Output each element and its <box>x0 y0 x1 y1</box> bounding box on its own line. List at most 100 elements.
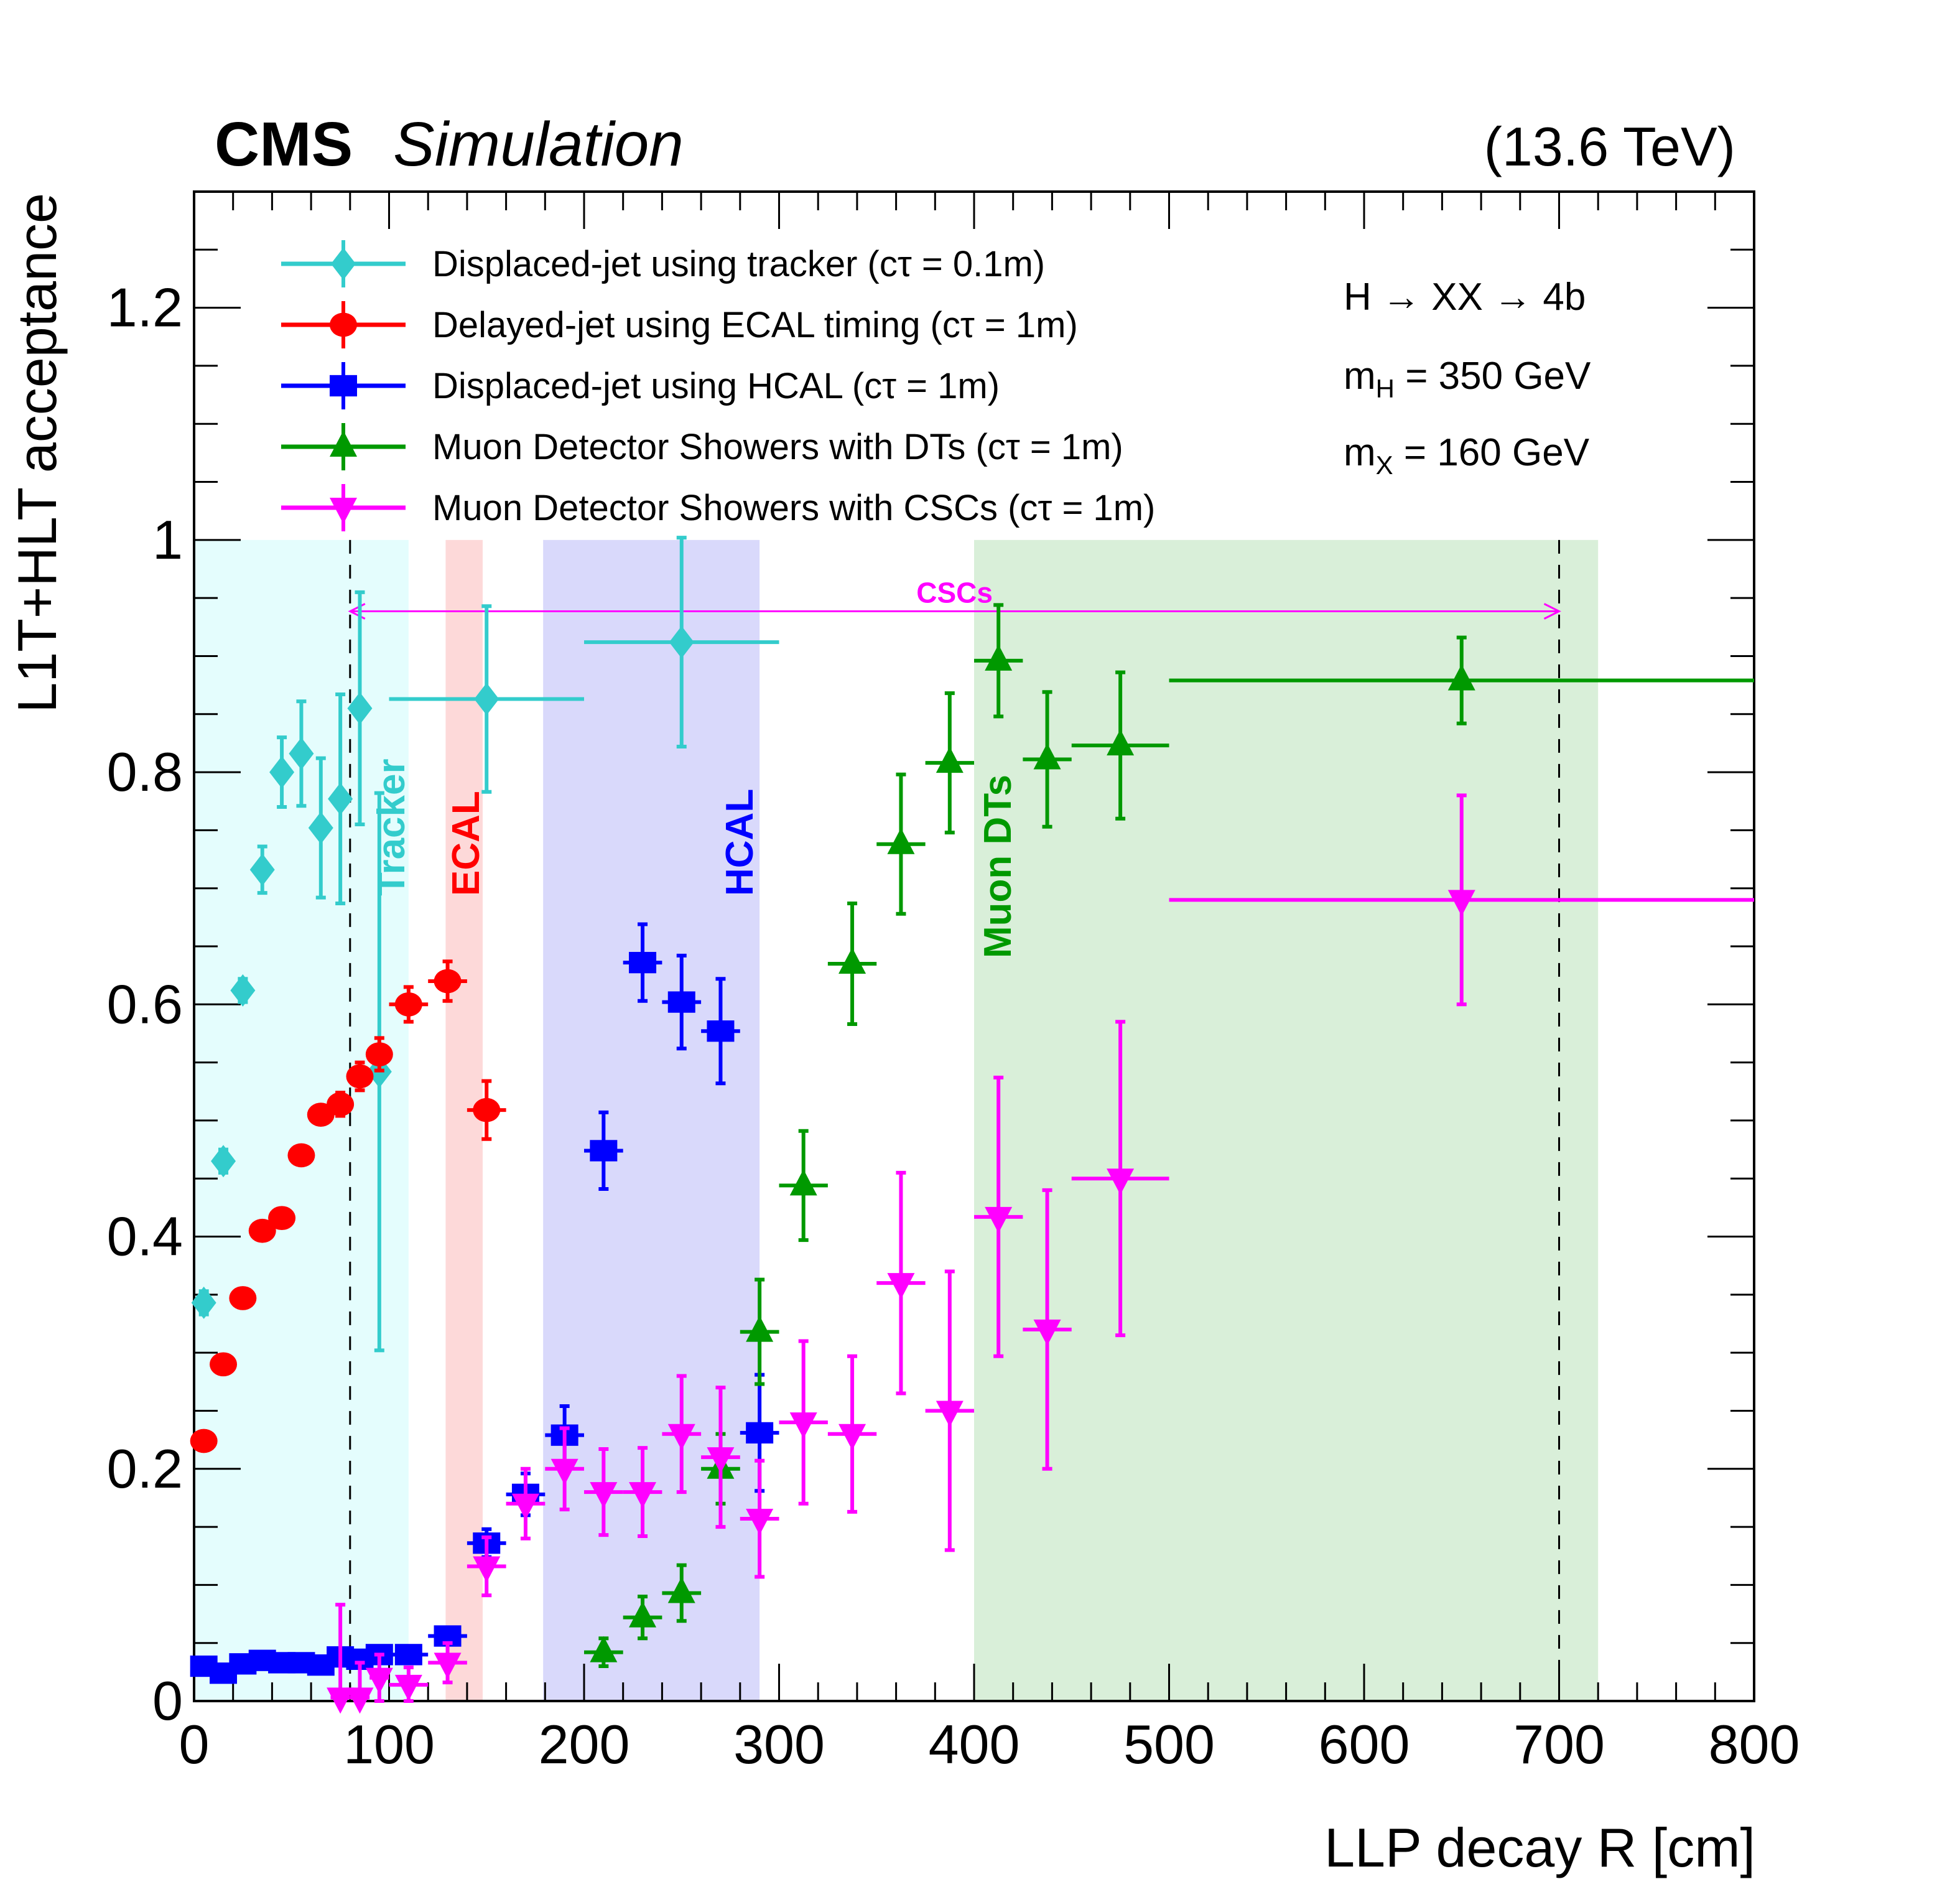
csc-arrow: CSCs <box>348 576 1561 620</box>
data-point <box>347 692 373 725</box>
data-point <box>191 1286 216 1319</box>
data-point <box>667 1424 695 1450</box>
data-point <box>985 1206 1013 1233</box>
mh-annotation: mH = 350 GeV <box>1344 355 1591 403</box>
y-tick-label: 0 <box>152 1670 183 1732</box>
legend-marker <box>330 498 357 524</box>
legend-label: Muon Detector Showers with DTs (cτ = 1m) <box>432 427 1123 467</box>
data-point <box>210 1352 238 1377</box>
x-tick-label: 700 <box>1513 1713 1605 1775</box>
data-point <box>346 1064 374 1089</box>
series-0 <box>191 536 779 1353</box>
data-point <box>838 1424 866 1450</box>
legend-marker <box>330 375 357 397</box>
data-point <box>473 1098 501 1122</box>
y-tick-label: 1 <box>152 509 183 571</box>
legend-item-4: Muon Detector Showers with CSCs (cτ = 1m… <box>281 484 1155 531</box>
mh-sub: H <box>1376 374 1395 403</box>
csc-arrow-head-right <box>1543 603 1561 620</box>
data-point <box>629 1601 657 1628</box>
mh-base: m <box>1344 355 1376 398</box>
region-label-muon-dts: Muon DTs <box>977 775 1019 958</box>
simulation-label: Simulation <box>393 110 684 179</box>
data-point <box>190 1429 218 1453</box>
legend-marker <box>330 312 357 337</box>
x-tick-label: 200 <box>539 1713 630 1775</box>
legend-item-2: Displaced-jet using HCAL (cτ = 1m) <box>281 362 1000 409</box>
data-point <box>1033 1319 1061 1346</box>
data-point <box>887 827 915 854</box>
cms-label: CMS <box>215 110 353 179</box>
series-1 <box>190 959 506 1453</box>
legend-label: Displaced-jet using tracker (cτ = 0.1m) <box>432 244 1045 284</box>
data-point <box>746 1422 774 1444</box>
data-point <box>434 969 462 994</box>
data-point <box>590 1140 618 1162</box>
data-point <box>746 1315 774 1342</box>
mx-base: m <box>1344 431 1376 474</box>
series-4 <box>327 793 1754 1714</box>
data-point <box>667 991 695 1013</box>
legend-marker <box>331 248 356 280</box>
data-point <box>327 1687 355 1714</box>
data-point <box>838 947 866 974</box>
data-point <box>211 1145 236 1178</box>
data-point <box>1447 890 1475 916</box>
legend-label: Muon Detector Showers with CSCs (cτ = 1m… <box>432 488 1155 528</box>
data-point <box>269 756 295 789</box>
series-3 <box>584 603 1754 1669</box>
data-point <box>1447 664 1475 691</box>
y-axis-title: L1T+HLT acceptance <box>6 193 68 713</box>
data-point <box>248 1218 276 1243</box>
data-point <box>394 1644 422 1666</box>
x-axis-title: LLP decay R [cm] <box>1324 1817 1755 1878</box>
region-hcal <box>543 539 760 1701</box>
mh-value: = 350 GeV <box>1395 355 1591 398</box>
region-label-ecal: ECAL <box>445 791 488 896</box>
data-point <box>268 1206 296 1231</box>
x-tick-label: 0 <box>179 1713 210 1775</box>
region-labels: Tracker ECAL HCAL Muon DTs <box>370 758 1019 958</box>
region-label-hcal: HCAL <box>718 789 761 896</box>
data-point <box>789 1169 817 1196</box>
data-point <box>365 1042 393 1066</box>
data-point <box>669 626 694 659</box>
dashed-lines <box>349 539 1560 1701</box>
data-point <box>590 1482 618 1509</box>
data-point <box>511 1493 539 1520</box>
mx-sub: X <box>1376 450 1393 480</box>
data-point <box>629 951 657 974</box>
data-point <box>936 747 964 773</box>
data-point <box>1033 743 1061 770</box>
data-point <box>985 644 1013 671</box>
region-label-tracker: Tracker <box>370 758 413 896</box>
x-tick-label: 500 <box>1123 1713 1215 1775</box>
region-muon-dts <box>974 539 1599 1701</box>
data-point <box>328 782 353 815</box>
data-point <box>249 853 275 886</box>
legend: Displaced-jet using tracker (cτ = 0.1m) D… <box>281 240 1155 531</box>
process-annotation: H → XX → 4b <box>1344 276 1586 319</box>
data-point <box>394 1674 422 1701</box>
data-point <box>346 1687 374 1714</box>
data-point <box>667 1577 695 1603</box>
data-point <box>707 1020 735 1042</box>
energy-label: (13.6 TeV) <box>1484 116 1735 177</box>
data-point <box>289 737 314 770</box>
legend-label: Delayed-jet using ECAL timing (cτ = 1m) <box>432 305 1078 345</box>
region-ecal <box>445 539 483 1701</box>
axis-ticks: 0 100 200 300 400 500 600 700 800 0 0.2 0.4 0.6 0.8 1 1… <box>107 190 1800 1775</box>
data-point <box>1107 1168 1135 1195</box>
data-point <box>707 1447 735 1474</box>
data-point <box>887 1273 915 1300</box>
data-point <box>327 1092 355 1117</box>
legend-marker <box>330 431 357 457</box>
x-tick-label: 100 <box>343 1713 435 1775</box>
data-point <box>474 683 499 716</box>
y-tick-label: 0.8 <box>107 741 183 803</box>
data-series <box>190 536 1754 1714</box>
legend-item-3: Muon Detector Showers with DTs (cτ = 1m) <box>281 423 1123 470</box>
data-point <box>365 1667 393 1694</box>
detector-regions <box>194 539 1599 1701</box>
